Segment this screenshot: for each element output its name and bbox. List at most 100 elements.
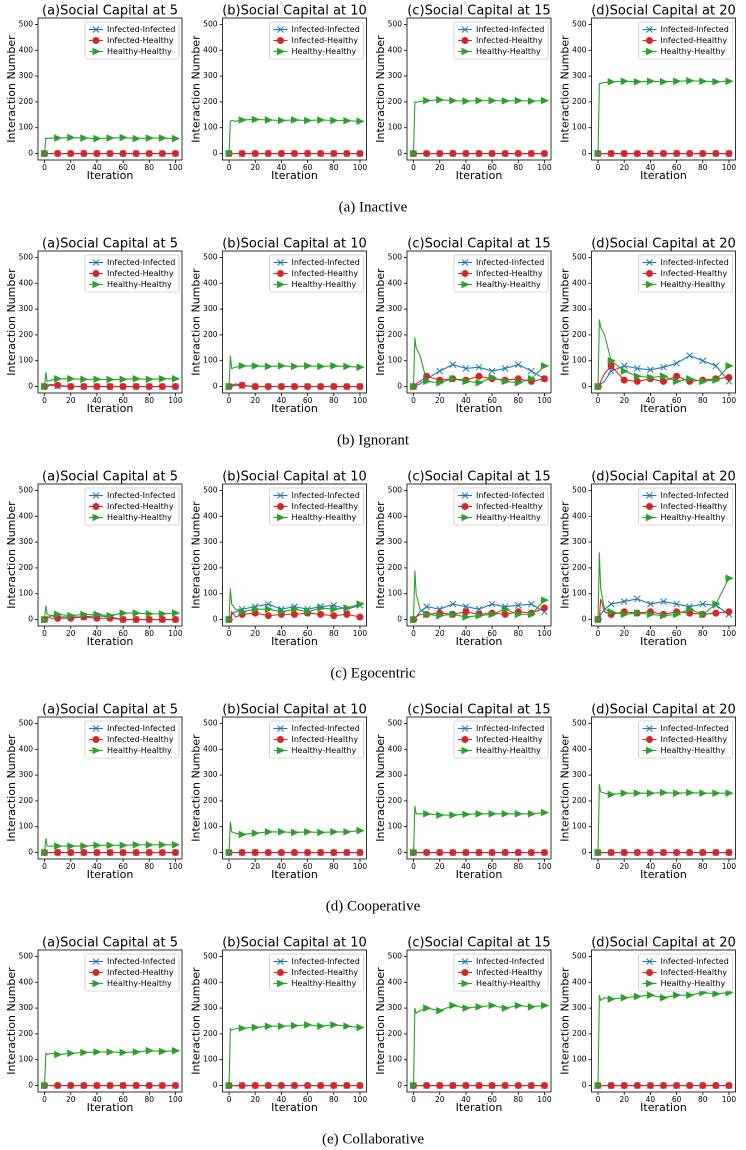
- data-point: [264, 1082, 272, 1090]
- data-point: [317, 362, 326, 371]
- y-tick-label: 200: [572, 1029, 587, 1038]
- legend-box: [453, 953, 549, 992]
- x-tick-label: 100: [537, 396, 552, 405]
- data-point: [238, 362, 247, 370]
- y-tick-label: 0: [582, 382, 587, 391]
- data-point: [80, 842, 89, 850]
- data-point: [106, 841, 115, 850]
- legend-label: Infected-Healthy: [107, 735, 174, 744]
- data-point: [686, 1082, 694, 1090]
- legend-label: Infected-Healthy: [661, 735, 728, 744]
- data-point: [304, 383, 312, 391]
- data-point: [646, 373, 656, 382]
- data-point: [225, 848, 234, 857]
- x-tick-label: 80: [698, 1095, 708, 1104]
- y-tick-label: 200: [19, 563, 34, 572]
- y-tick-label: 500: [572, 718, 587, 727]
- x-tick-label: 0: [42, 163, 47, 172]
- x-tick-label: 0: [227, 629, 232, 638]
- x-tick-label: 80: [513, 629, 523, 638]
- y-axis-label: Interaction Number: [190, 35, 203, 143]
- y-tick-label: 400: [19, 977, 34, 986]
- legend-box: [84, 21, 180, 60]
- data-point: [356, 826, 365, 835]
- y-tick-label: 0: [213, 1081, 218, 1090]
- chart-title: (c)Social Capital at 15: [407, 936, 550, 951]
- data-point: [594, 615, 603, 624]
- x-tick-label: 40: [277, 396, 287, 405]
- legend-marker: [646, 725, 653, 732]
- data-point: [647, 600, 654, 608]
- x-tick-label: 20: [619, 396, 629, 405]
- x-tick-label: 40: [646, 1095, 656, 1104]
- x-tick-label: 80: [144, 163, 154, 172]
- data-point: [660, 788, 669, 797]
- data-point: [330, 828, 339, 836]
- data-point: [171, 841, 181, 849]
- data-point: [514, 610, 523, 619]
- data-point: [251, 605, 260, 613]
- data-point: [67, 383, 75, 391]
- x-tick-label: 0: [596, 396, 601, 405]
- y-tick-label: 300: [388, 537, 403, 546]
- data-point: [80, 150, 88, 158]
- data-point: [607, 356, 616, 365]
- legend-marker: [461, 725, 469, 732]
- x-tick-label: 20: [250, 1095, 260, 1104]
- y-tick-label: 0: [582, 615, 587, 624]
- x-tick-label: 40: [461, 862, 471, 871]
- data-point: [356, 117, 365, 126]
- data-point: [501, 605, 510, 613]
- legend-box: [269, 487, 364, 526]
- data-point: [620, 598, 628, 605]
- chart-title: (c)Social Capital at 15: [407, 470, 550, 485]
- data-point: [41, 1081, 50, 1090]
- data-point: [343, 116, 352, 125]
- data-point: [725, 77, 734, 86]
- series-line: [228, 118, 360, 154]
- data-point: [660, 372, 669, 380]
- series-line: [228, 355, 360, 387]
- y-tick-label: 100: [572, 123, 587, 132]
- data-point: [686, 375, 695, 383]
- y-tick-label: 300: [203, 770, 218, 779]
- data-point: [620, 993, 629, 1002]
- data-point: [660, 849, 667, 857]
- y-tick-label: 400: [572, 511, 587, 520]
- data-point: [449, 1082, 457, 1090]
- data-point: [646, 1082, 654, 1090]
- data-point: [449, 150, 457, 158]
- data-point: [699, 600, 707, 608]
- data-point: [514, 1001, 523, 1010]
- data-point: [514, 96, 523, 105]
- legend-label: Infected-Infected: [292, 258, 360, 267]
- data-point: [80, 383, 88, 391]
- x-tick-label: 60: [303, 629, 313, 638]
- data-point: [54, 134, 63, 142]
- data-point: [699, 610, 708, 619]
- data-point: [475, 372, 483, 380]
- data-point: [251, 115, 260, 124]
- chart-title: (a)Social Capital at 5: [42, 703, 178, 718]
- y-tick-label: 200: [572, 330, 587, 339]
- x-tick-label: 80: [329, 1095, 339, 1104]
- x-axis-label: Iteration: [271, 868, 318, 881]
- data-point: [343, 604, 352, 612]
- data-point: [41, 382, 50, 391]
- legend-marker: [461, 280, 470, 289]
- data-point: [725, 1082, 733, 1090]
- x-tick-label: 100: [537, 163, 552, 172]
- data-point: [527, 1082, 535, 1090]
- x-tick-label: 40: [646, 396, 656, 405]
- data-point: [264, 383, 272, 391]
- data-point: [540, 808, 550, 817]
- x-tick-label: 60: [672, 396, 682, 405]
- y-axis-label: Interaction Number: [5, 967, 18, 1075]
- legend-box: [269, 720, 364, 759]
- y-tick-label: 400: [572, 744, 587, 753]
- legend-label: Healthy-Healthy: [292, 746, 357, 755]
- data-point: [225, 1081, 234, 1090]
- plot-frame: [37, 949, 183, 1093]
- y-tick-label: 100: [388, 589, 403, 598]
- plot-frame: [222, 949, 367, 1093]
